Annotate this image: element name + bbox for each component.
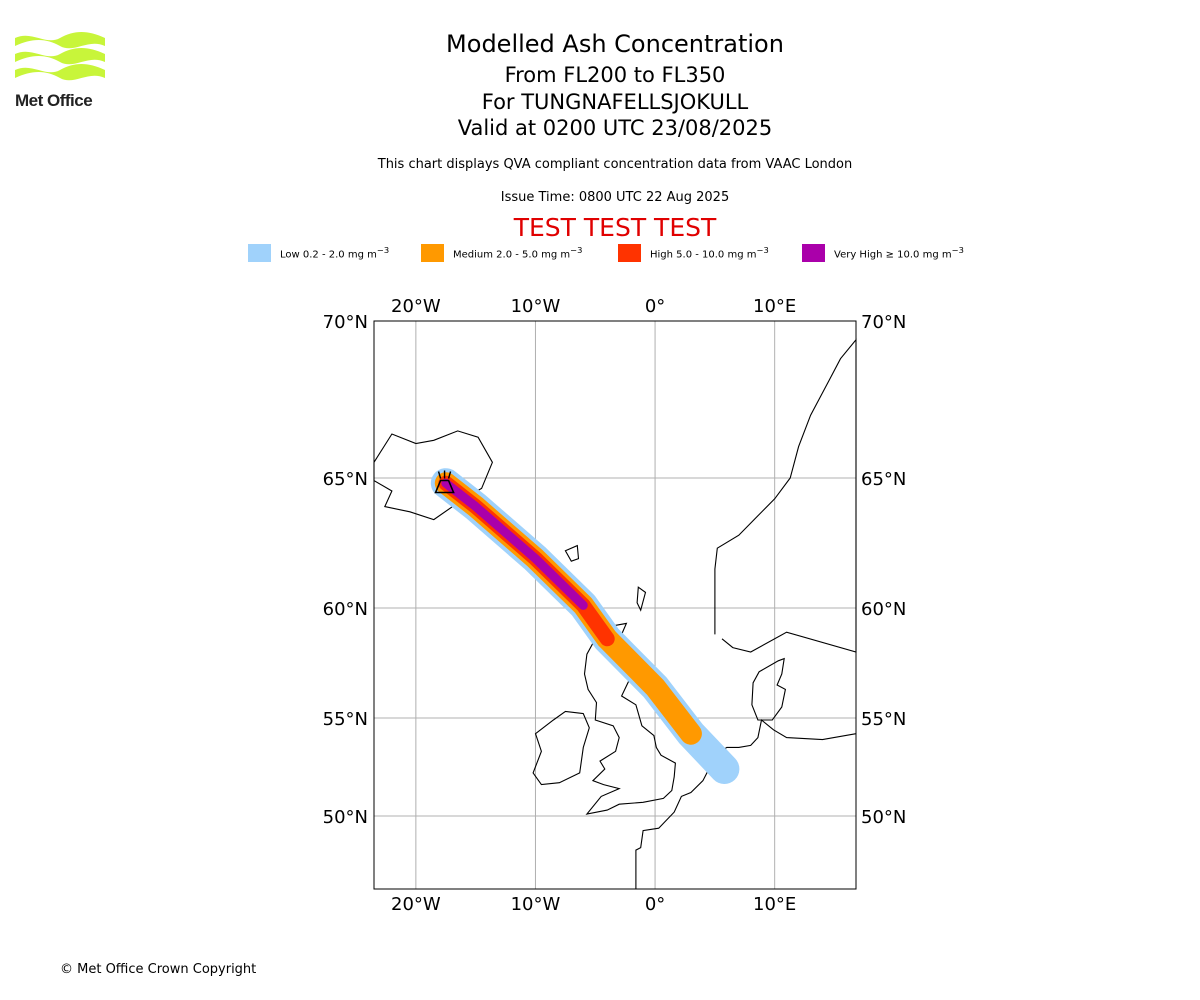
lat-tick-label-left: 50°N xyxy=(323,807,368,828)
legend-swatch-high xyxy=(618,244,641,262)
coastline-faroe xyxy=(564,544,580,562)
gridlines xyxy=(374,321,856,889)
coastline-iceland xyxy=(373,430,494,521)
chart-description: This chart displays QVA compliant concen… xyxy=(377,157,853,172)
coastline-ireland xyxy=(532,710,590,786)
lon-tick-label-top: 10°E xyxy=(753,296,796,317)
legend-item-low: Low 0.2 - 2.0 mg m−3 xyxy=(248,244,389,262)
coastline-shetland xyxy=(636,586,647,612)
legend-label-medium: Medium 2.0 - 5.0 mg m−3 xyxy=(453,245,583,261)
lon-tick-label-top: 10°W xyxy=(511,296,561,317)
coastlines xyxy=(373,338,857,890)
coastline-continent xyxy=(635,718,857,890)
lon-tick-label-bottom: 0° xyxy=(645,894,665,915)
chart-title: Modelled Ash Concentration xyxy=(446,30,784,58)
volcano-icon xyxy=(434,470,455,494)
copyright: © Met Office Crown Copyright xyxy=(60,962,257,977)
lat-tick-label-left: 65°N xyxy=(323,469,368,490)
legend-label-very-high: Very High ≥ 10.0 mg m−3 xyxy=(834,245,964,261)
flight-levels: From FL200 to FL350 xyxy=(504,63,726,87)
ash-plume xyxy=(430,468,740,784)
legend-label-low: Low 0.2 - 2.0 mg m−3 xyxy=(280,245,390,261)
lon-tick-label-bottom: 10°W xyxy=(511,894,561,915)
lon-tick-label-top: 0° xyxy=(645,296,665,317)
legend-item-high: High 5.0 - 10.0 mg m−3 xyxy=(618,244,769,262)
lat-tick-label-right: 60°N xyxy=(861,599,906,620)
volcano-name: For TUNGNAFELLSJOKULL xyxy=(481,90,749,114)
issue-time: Issue Time: 0800 UTC 22 Aug 2025 xyxy=(500,190,730,205)
plume-very-high xyxy=(441,478,588,610)
coastline-norway xyxy=(714,338,857,653)
lat-tick-label-right: 70°N xyxy=(861,312,906,333)
test-banner: TEST TEST TEST xyxy=(513,213,717,242)
legend-label-high: High 5.0 - 10.0 mg m−3 xyxy=(650,245,769,261)
legend-swatch-medium xyxy=(421,244,444,262)
lat-tick-label-right: 55°N xyxy=(861,709,906,730)
legend: Low 0.2 - 2.0 mg m−3 Medium 2.0 - 5.0 mg… xyxy=(0,244,1200,264)
lon-tick-label-top: 20°W xyxy=(391,296,441,317)
logo-text: Met Office xyxy=(15,91,93,110)
lat-tick-label-right: 50°N xyxy=(861,807,906,828)
legend-swatch-very-high xyxy=(802,244,825,262)
axis-tick-labels: 20°W 20°W 10°W 10°W 0° 0° 10°E 10°E 70°N 70°N 65°N… xyxy=(323,296,907,915)
met-office-logo xyxy=(15,32,105,81)
lon-tick-label-bottom: 20°W xyxy=(391,894,441,915)
valid-time: Valid at 0200 UTC 23/08/2025 xyxy=(457,116,773,140)
lat-tick-label-left: 60°N xyxy=(323,599,368,620)
legend-item-medium: Medium 2.0 - 5.0 mg m−3 xyxy=(421,244,582,262)
lat-tick-label-left: 70°N xyxy=(323,312,368,333)
lat-tick-label-left: 55°N xyxy=(323,709,368,730)
volcano-cone xyxy=(434,479,455,494)
volcano-plume-lines xyxy=(437,470,452,479)
coastline-sweden-denmark xyxy=(751,657,787,721)
map-frame xyxy=(373,320,857,890)
legend-swatch-low xyxy=(248,244,271,262)
lat-tick-label-right: 65°N xyxy=(861,469,906,490)
lon-tick-label-bottom: 10°E xyxy=(753,894,796,915)
legend-item-very-high: Very High ≥ 10.0 mg m−3 xyxy=(802,244,964,262)
coastline-great-britain xyxy=(583,636,676,815)
